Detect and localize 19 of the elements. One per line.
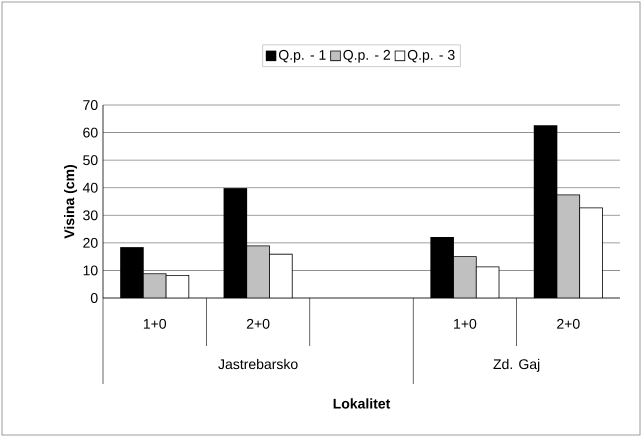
x-tick-label: 1+0 bbox=[454, 318, 476, 329]
y-tick-label: 0 bbox=[90, 293, 98, 303]
y-axis-title: Visina (cm) bbox=[64, 164, 78, 239]
legend-label: Q.p. - 2 bbox=[343, 50, 390, 63]
x-tick-label: 2+0 bbox=[557, 318, 580, 329]
x-tick-label: 2+0 bbox=[246, 318, 270, 329]
legend-label: Q.p. - 3 bbox=[408, 50, 455, 63]
x-axis-title: Lokalitet bbox=[334, 398, 390, 409]
y-tick-label: 70 bbox=[83, 100, 98, 110]
legend-label: Q.p. - 1 bbox=[278, 50, 326, 63]
y-tick-label: 30 bbox=[83, 210, 98, 220]
y-tick-label: 50 bbox=[83, 155, 98, 166]
y-tick-label: 60 bbox=[83, 128, 98, 138]
y-tick-label: 10 bbox=[84, 265, 98, 276]
y-tick-label: 20 bbox=[83, 238, 98, 248]
text: Zd. Gaj bbox=[493, 358, 540, 372]
y-tick-label: 40 bbox=[82, 182, 98, 193]
text: Jastrebarsko bbox=[218, 358, 298, 370]
x-tick-label: 1+0 bbox=[144, 318, 166, 329]
